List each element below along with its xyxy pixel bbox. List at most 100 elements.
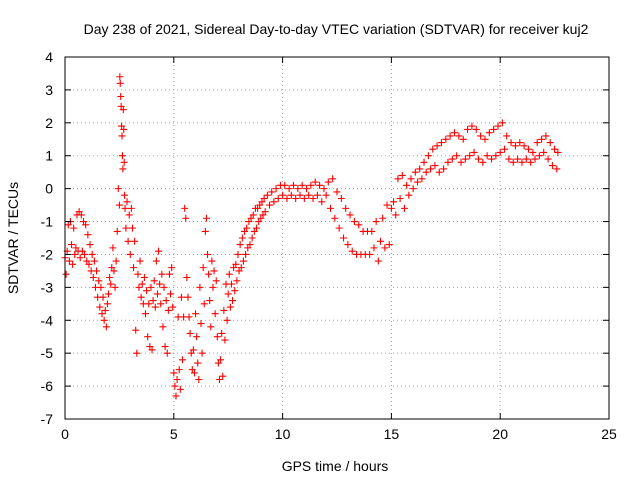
data-point-marker bbox=[136, 257, 144, 265]
data-point-marker bbox=[285, 185, 293, 193]
data-point-marker bbox=[234, 250, 242, 258]
x-tick-label: 5 bbox=[170, 426, 178, 442]
data-point-marker bbox=[119, 106, 127, 114]
data-point-marker bbox=[71, 250, 79, 258]
y-tick-label: 0 bbox=[45, 181, 53, 197]
data-point-marker bbox=[112, 257, 120, 265]
data-point-marker bbox=[96, 303, 104, 311]
data-point-marker bbox=[372, 218, 380, 226]
data-point-marker bbox=[409, 185, 417, 193]
data-point-marker bbox=[132, 326, 140, 334]
data-point-marker bbox=[98, 310, 106, 318]
data-point-marker bbox=[115, 201, 123, 209]
y-tick-label: -5 bbox=[41, 345, 54, 361]
data-point-marker bbox=[123, 198, 131, 206]
data-point-marker bbox=[377, 237, 385, 245]
y-tick-label: -2 bbox=[41, 246, 54, 262]
data-point-marker bbox=[468, 122, 476, 130]
data-point-marker bbox=[554, 148, 562, 156]
data-point-marker bbox=[474, 155, 482, 163]
data-point-marker bbox=[498, 119, 506, 127]
data-point-marker bbox=[69, 260, 77, 268]
data-point-marker bbox=[272, 185, 280, 193]
data-point-marker bbox=[114, 185, 122, 193]
chart-title: Day 238 of 2021, Sidereal Day-to-day VTE… bbox=[84, 21, 589, 37]
data-point-marker bbox=[311, 178, 319, 186]
data-point-marker bbox=[211, 310, 219, 318]
data-point-marker bbox=[300, 195, 308, 203]
data-point-marker bbox=[200, 300, 208, 308]
data-point-marker bbox=[464, 125, 472, 133]
data-point-marker bbox=[185, 313, 193, 321]
data-point-marker bbox=[490, 125, 498, 133]
data-point-marker bbox=[429, 145, 437, 153]
data-point-marker bbox=[477, 132, 485, 140]
data-point-marker bbox=[444, 158, 452, 166]
data-point-marker bbox=[238, 234, 246, 242]
data-point-marker bbox=[455, 132, 463, 140]
data-point-marker bbox=[548, 162, 556, 170]
data-point-marker bbox=[76, 254, 84, 262]
data-point-marker bbox=[224, 290, 232, 298]
data-point-marker bbox=[223, 316, 231, 324]
data-point-marker bbox=[270, 198, 278, 206]
data-point-marker bbox=[165, 270, 173, 278]
data-point-marker bbox=[529, 148, 537, 156]
data-point-marker bbox=[134, 270, 142, 278]
data-point-marker bbox=[533, 139, 541, 147]
data-point-marker bbox=[168, 264, 176, 272]
data-point-marker bbox=[99, 293, 107, 301]
data-points bbox=[61, 73, 562, 400]
data-point-marker bbox=[147, 283, 155, 291]
data-point-marker bbox=[121, 191, 129, 199]
data-point-marker bbox=[177, 293, 185, 301]
x-tick-label: 25 bbox=[601, 426, 617, 442]
data-point-marker bbox=[101, 306, 109, 314]
data-point-marker bbox=[403, 181, 411, 189]
data-point-marker bbox=[170, 369, 178, 377]
data-point-marker bbox=[396, 195, 404, 203]
data-point-marker bbox=[538, 135, 546, 143]
data-point-marker bbox=[239, 257, 247, 265]
data-point-marker bbox=[213, 333, 221, 341]
y-tick-label: -7 bbox=[41, 411, 54, 427]
data-point-marker bbox=[229, 297, 237, 305]
data-point-marker bbox=[152, 257, 160, 265]
data-point-marker bbox=[324, 178, 332, 186]
data-point-marker bbox=[77, 211, 85, 219]
data-point-marker bbox=[225, 270, 233, 278]
data-point-marker bbox=[263, 191, 271, 199]
data-point-marker bbox=[350, 218, 358, 226]
data-point-marker bbox=[116, 79, 124, 87]
data-point-marker bbox=[553, 165, 561, 173]
data-point-marker bbox=[283, 195, 291, 203]
data-point-marker bbox=[95, 277, 103, 285]
data-point-marker bbox=[105, 290, 113, 298]
data-point-marker bbox=[171, 382, 179, 390]
data-point-marker bbox=[503, 132, 511, 140]
data-point-marker bbox=[107, 280, 115, 288]
data-point-marker bbox=[355, 221, 363, 229]
data-point-marker bbox=[218, 329, 226, 337]
data-point-marker bbox=[485, 129, 493, 137]
data-point-marker bbox=[113, 227, 121, 235]
data-point-marker bbox=[226, 303, 234, 311]
data-point-marker bbox=[281, 181, 289, 189]
data-point-marker bbox=[390, 198, 398, 206]
data-point-marker bbox=[143, 287, 151, 295]
data-point-marker bbox=[322, 191, 330, 199]
data-point-marker bbox=[183, 273, 191, 281]
data-point-marker bbox=[307, 181, 315, 189]
data-point-marker bbox=[231, 287, 239, 295]
y-tick-label: 4 bbox=[45, 49, 53, 65]
data-point-marker bbox=[437, 139, 445, 147]
data-point-marker bbox=[194, 359, 202, 367]
data-point-marker bbox=[289, 181, 297, 189]
data-point-marker bbox=[266, 201, 274, 209]
x-tick-label: 10 bbox=[275, 426, 291, 442]
data-point-marker bbox=[227, 280, 235, 288]
data-point-marker bbox=[242, 250, 250, 258]
data-point-marker bbox=[337, 195, 345, 203]
data-point-marker bbox=[133, 349, 141, 357]
data-point-marker bbox=[385, 241, 393, 249]
